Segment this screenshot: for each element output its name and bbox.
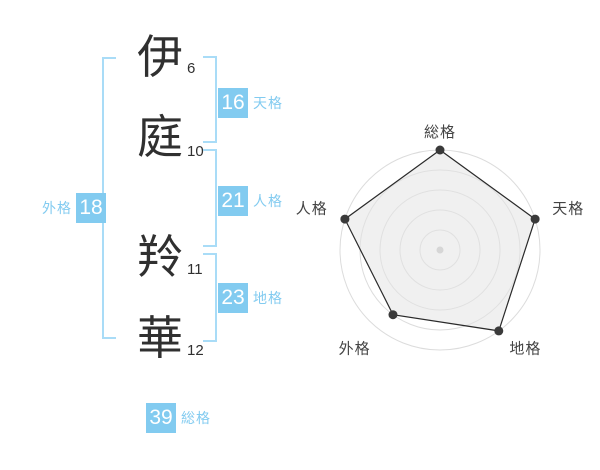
gaikaku-value-box: 18 [76, 193, 106, 223]
soukaku-value-box: 39 [146, 403, 176, 433]
given-char-1-strokes: 11 [187, 261, 203, 278]
radar-axis-label: 総格 [424, 124, 456, 141]
tenkaku-value-box: 16 [218, 88, 248, 118]
radar-data-polygon [344, 149, 536, 332]
given-char-2-strokes: 12 [187, 342, 204, 359]
radar-axis-label: 外格 [339, 341, 371, 358]
chikaku-value-box: 23 [218, 283, 248, 313]
radar-data-point [494, 326, 504, 336]
tenkaku-label: 天格 [253, 95, 283, 111]
given-char-1: 羚 [137, 231, 183, 283]
surname-char-2: 庭 [137, 111, 183, 163]
radar-data-point [530, 214, 540, 224]
jinkaku-bracket [203, 149, 217, 247]
tenkaku-bracket [203, 56, 217, 143]
radar-axis-label: 天格 [552, 201, 584, 218]
jinkaku-value-box: 21 [218, 186, 248, 216]
surname-char-1: 伊 [137, 31, 183, 83]
radar-axis-label: 人格 [296, 201, 328, 218]
soukaku-score-row: 39 総格 [146, 403, 211, 433]
chikaku-bracket [203, 253, 217, 342]
radar-data-point [435, 145, 445, 155]
radar-axis-label: 地格 [509, 341, 541, 358]
chikaku-label: 地格 [253, 290, 283, 306]
jinkaku-label: 人格 [253, 193, 283, 209]
gaikaku-score-row: 外格 18 [42, 193, 106, 223]
tenkaku-score-row: 16 天格 [218, 88, 283, 118]
radar-data-point [340, 214, 350, 224]
surname-char-2-strokes: 10 [187, 143, 204, 160]
gaikaku-label: 外格 [42, 200, 72, 216]
jinkaku-score-row: 21 人格 [218, 186, 283, 216]
soukaku-label: 総格 [181, 410, 211, 426]
chikaku-score-row: 23 地格 [218, 283, 283, 313]
given-char-2: 華 [137, 312, 183, 364]
radar-data-point [388, 310, 398, 320]
surname-char-1-strokes: 6 [187, 60, 196, 77]
